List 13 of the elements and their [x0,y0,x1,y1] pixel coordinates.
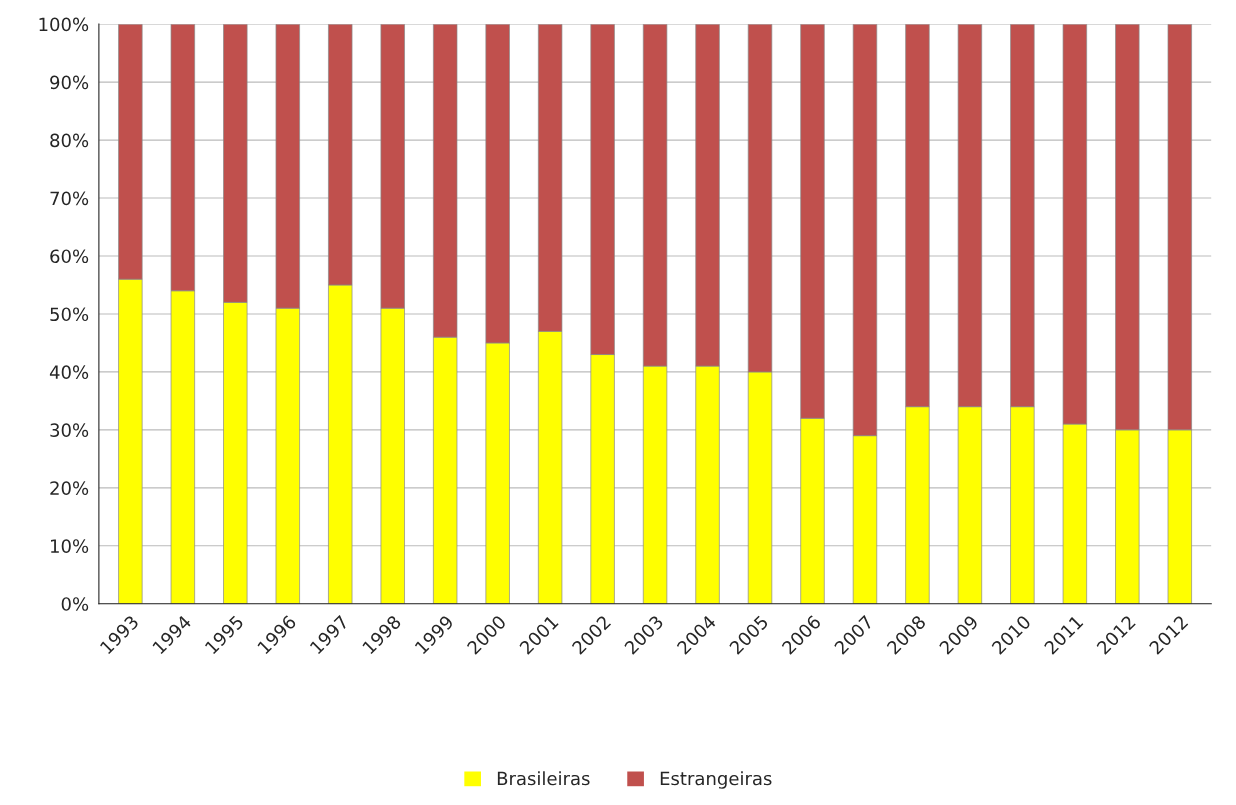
y-tick-label: 70% [50,191,89,206]
y-tick-label: 40% [49,365,89,380]
legend-label: Estrangeiras [660,771,772,789]
legend-label: Brasileiras [497,771,590,786]
y-tick-label: 50% [50,307,89,322]
y-tick-label: 30% [50,423,89,437]
y-tick-label: 90% [50,75,89,90]
y-tick-label: 80% [50,133,89,148]
y-tick-label: 10% [51,539,89,553]
y-tick-label: 100% [39,17,89,32]
y-tick-label: 20% [50,481,89,495]
y-tick-label: 0% [61,597,89,611]
y-tick-label: 60% [50,249,89,264]
